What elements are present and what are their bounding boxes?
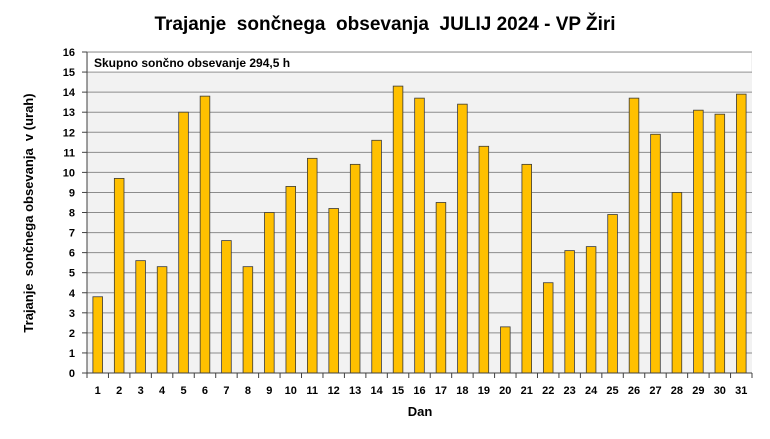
annotation-text: Skupno sončno obsevanje 294,5 h <box>94 56 290 70</box>
y-tick-label: 5 <box>69 268 75 280</box>
bar-day-25 <box>607 214 618 374</box>
bar-day-2 <box>113 177 125 374</box>
x-tick-label: 19 <box>478 385 490 397</box>
y-tick-label: 0 <box>69 368 75 380</box>
bar-day-6 <box>199 95 211 374</box>
x-tick-label: 5 <box>180 385 186 397</box>
bar-day-3 <box>135 260 146 374</box>
y-tick-label: 13 <box>63 107 75 119</box>
bar-day-5 <box>178 111 189 374</box>
y-tick-label: 2 <box>69 328 75 340</box>
y-tick-label: 4 <box>69 288 76 300</box>
x-axis-title: Dan <box>408 404 433 419</box>
bar-day-7 <box>221 240 232 374</box>
bar-day-12 <box>328 208 339 374</box>
x-tick-label: 23 <box>564 385 576 397</box>
bar-day-20 <box>500 326 511 374</box>
bar-day-29 <box>693 109 704 374</box>
x-tick-label: 4 <box>159 385 166 397</box>
x-tick-label: 29 <box>692 385 704 397</box>
x-tick-label: 3 <box>138 385 144 397</box>
x-tick-label: 26 <box>628 385 640 397</box>
y-tick-label: 8 <box>69 208 75 220</box>
y-tick-label: 14 <box>63 87 76 99</box>
x-tick-label: 24 <box>585 385 598 397</box>
bar-day-22 <box>542 282 554 374</box>
x-tick-label: 22 <box>542 385 554 397</box>
x-tick-label: 9 <box>266 385 272 397</box>
y-tick-label: 16 <box>63 47 75 59</box>
x-tick-label: 21 <box>521 385 533 397</box>
y-tick-label: 9 <box>69 187 75 199</box>
y-tick-label: 15 <box>63 67 75 79</box>
x-tick-label: 20 <box>499 385 511 397</box>
bar-day-23 <box>564 250 575 374</box>
bar-day-15 <box>392 85 404 374</box>
x-tick-label: 13 <box>349 385 361 397</box>
bar-day-24 <box>585 246 597 374</box>
x-tick-label: 1 <box>95 385 101 397</box>
annotation-box <box>88 53 751 73</box>
bar-day-16 <box>414 97 425 374</box>
x-tick-label: 28 <box>671 385 683 397</box>
y-tick-label: 3 <box>69 308 75 320</box>
x-tick-label: 25 <box>606 385 618 397</box>
bar-day-14 <box>371 139 382 374</box>
y-tick-label: 12 <box>63 127 75 139</box>
y-tick-label: 7 <box>69 228 75 240</box>
y-tick-label: 6 <box>69 248 75 260</box>
x-tick-label: 14 <box>370 385 383 397</box>
bar-day-11 <box>307 157 318 374</box>
bar-day-30 <box>714 113 726 374</box>
bar-day-31 <box>736 93 747 374</box>
chart-title: Trajanje sončnega obsevanja JULIJ 2024 -… <box>154 13 615 35</box>
x-tick-label: 30 <box>714 385 726 397</box>
x-tick-label: 10 <box>285 385 297 397</box>
y-axis-title: Trajanje sončnega obsevanja v (urah) <box>21 93 36 332</box>
x-tick-label: 6 <box>202 385 208 397</box>
x-tick-label: 7 <box>223 385 229 397</box>
bar-day-8 <box>242 266 254 374</box>
bar-day-10 <box>285 186 297 374</box>
bar-day-13 <box>349 163 361 374</box>
bar-day-4 <box>156 266 168 374</box>
x-tick-label: 15 <box>392 385 404 397</box>
x-tick-label: 18 <box>456 385 468 397</box>
x-tick-label: 11 <box>306 385 318 397</box>
x-tick-label: 12 <box>328 385 340 397</box>
x-tick-label: 8 <box>245 385 251 397</box>
bar-day-27 <box>650 133 661 374</box>
x-tick-label: 2 <box>116 385 122 397</box>
x-tick-label: 27 <box>649 385 661 397</box>
bar-day-9 <box>264 212 275 374</box>
bar-day-21 <box>521 163 532 374</box>
y-tick-label: 10 <box>63 167 75 179</box>
bar-day-28 <box>671 192 683 374</box>
bar-day-1 <box>92 296 103 374</box>
y-tick-label: 11 <box>63 147 75 159</box>
bar-day-19 <box>478 145 490 374</box>
y-tick-label: 1 <box>69 348 75 360</box>
x-tick-label: 16 <box>413 385 425 397</box>
bar-day-17 <box>435 202 447 374</box>
x-tick-label: 31 <box>735 385 747 397</box>
bar-day-26 <box>628 97 640 374</box>
bar-day-18 <box>457 103 468 374</box>
x-tick-label: 17 <box>435 385 447 397</box>
